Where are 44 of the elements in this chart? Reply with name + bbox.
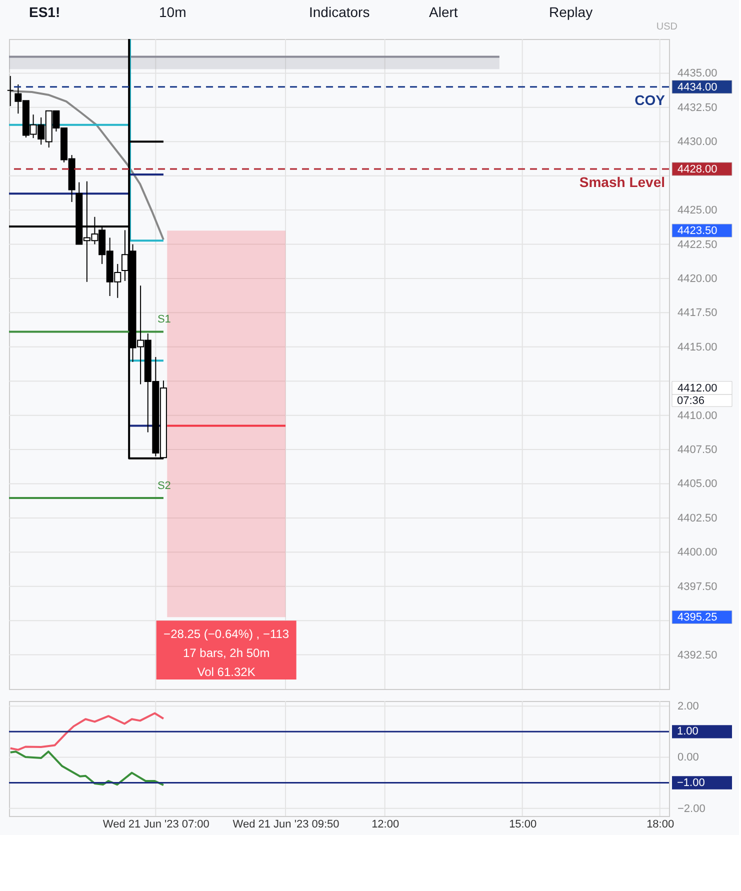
y-tick-label: 4435.00 xyxy=(678,68,718,80)
x-tick-label: 12:00 xyxy=(372,818,400,830)
text: Indicators xyxy=(309,4,370,20)
y-tick-label: 2.00 xyxy=(678,700,699,713)
y-tick-label: 4420.00 xyxy=(678,272,718,285)
y-tick-label: 4422.50 xyxy=(678,238,718,251)
y-tick-label: 4412.00 xyxy=(678,382,718,394)
ref-line-label: Smash Level xyxy=(579,174,665,190)
ref-line-label: −1.00 xyxy=(677,776,705,789)
annotation: Vol 61.32K xyxy=(197,665,256,680)
text: 07:36 xyxy=(677,394,705,407)
annotation: 17 bars, 2h 50m xyxy=(182,646,270,660)
ref-line-label: 1.00 xyxy=(677,726,698,738)
y-tick-label: 4397.50 xyxy=(678,580,718,593)
text: Replay xyxy=(549,4,593,20)
y-tick-label: 4407.50 xyxy=(678,444,718,456)
y-axis-title: USD xyxy=(656,22,678,32)
y-tick-label: 4392.50 xyxy=(678,649,718,662)
x-tick-label: Wed 21 Jun '23 07:00 xyxy=(102,818,210,830)
x-tick-label: 18:00 xyxy=(646,818,674,830)
y-tick-label: 4410.00 xyxy=(678,410,718,422)
chart-subtitle: 10m xyxy=(159,4,186,20)
y-tick-label: 4423.50 xyxy=(678,225,718,238)
text: Alert xyxy=(429,4,458,20)
y-tick-label: 4415.00 xyxy=(678,341,718,354)
y-tick-label: 4402.50 xyxy=(678,512,718,524)
y-tick-label: 4428.00 xyxy=(678,164,718,176)
series-label: S1 xyxy=(157,314,171,326)
ref-line-label: COY xyxy=(634,92,666,108)
y-tick-label: 4395.25 xyxy=(678,612,718,624)
y-tick-label: 4430.00 xyxy=(678,136,718,148)
chart-title: ES1! xyxy=(29,4,60,20)
y-tick-label: 4432.50 xyxy=(678,102,718,114)
y-tick-label: 4400.00 xyxy=(678,546,718,559)
annotation: −28.25 (−0.64%) , −113 xyxy=(164,627,290,642)
y-tick-label: 4417.50 xyxy=(678,307,718,320)
series-label: S2 xyxy=(157,480,171,492)
x-tick-label: Wed 21 Jun '23 09:50 xyxy=(232,818,340,830)
y-tick-label: 4425.00 xyxy=(678,204,718,217)
y-tick-label: −2.00 xyxy=(678,802,706,815)
x-tick-label: 15:00 xyxy=(509,818,537,830)
y-tick-label: 4434.00 xyxy=(678,81,718,94)
y-tick-label: 4405.00 xyxy=(678,478,718,490)
y-tick-label: 0.00 xyxy=(678,752,699,764)
